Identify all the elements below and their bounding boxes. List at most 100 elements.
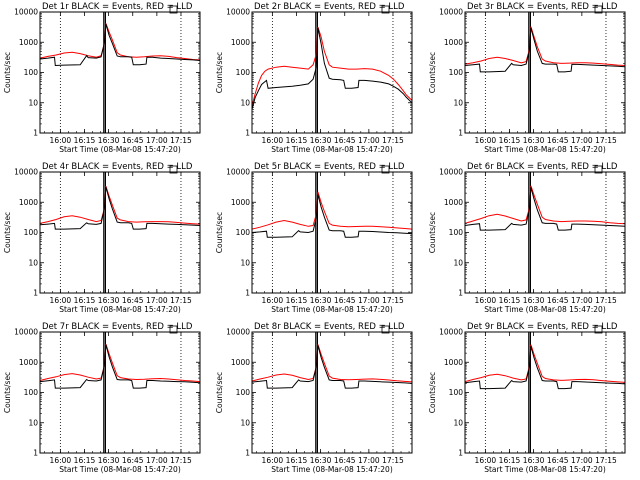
y-tick-label: 1: [458, 289, 463, 298]
x-tick-label: 16:45: [122, 296, 144, 305]
y-axis-label: Counts/sec: [428, 212, 437, 253]
y-tick-label: 10000: [14, 168, 38, 177]
x-tick-label: 16:15: [286, 136, 308, 145]
y-tick-label: 1000: [444, 198, 463, 207]
y-tick-label: 1000: [444, 358, 463, 367]
y-tick-label: 10000: [226, 328, 250, 337]
x-tick-label: 16:45: [122, 136, 144, 145]
y-tick-label: 10: [453, 418, 463, 427]
x-tick-label: 16:30: [523, 136, 545, 145]
detector-panel: Det 3r BLACK = Events, RED = LLD 1 10 100 10…: [428, 2, 626, 154]
y-tick-label: 100: [449, 68, 464, 77]
plot-frame: [464, 331, 626, 454]
x-tick-label: 16:00: [475, 456, 497, 465]
x-axis-label: Start Time (08-Mar-08 15:47:20): [59, 465, 181, 474]
x-axis-label: Start Time (08-Mar-08 15:47:20): [59, 305, 181, 314]
panel-title: Det 9r BLACK = Events, RED = LLD: [467, 322, 618, 332]
x-tick-label: 16:15: [499, 456, 521, 465]
x-tick-label: 16:45: [547, 296, 569, 305]
x-tick-label: 17:15: [382, 456, 404, 465]
panel-title: Det 3r BLACK = Events, RED = LLD: [467, 2, 618, 12]
legend-box-mark: [169, 325, 178, 334]
x-tick-label: 16:00: [475, 136, 497, 145]
y-axis-label: Counts/sec: [215, 212, 224, 253]
x-tick-label: 16:15: [74, 136, 96, 145]
detector-panel: Det 1r BLACK = Events, RED = LLD 1 10 100 10…: [3, 2, 201, 154]
y-tick-label: 1000: [231, 198, 250, 207]
y-tick-label: 100: [236, 388, 251, 397]
y-tick-label: 10000: [439, 328, 463, 337]
x-tick-label: 17:00: [571, 136, 593, 145]
x-tick-label: 16:00: [50, 456, 72, 465]
y-tick-label: 1000: [19, 198, 38, 207]
y-tick-label: 10: [28, 418, 38, 427]
y-tick-label: 10: [453, 98, 463, 107]
y-tick-label: 10: [28, 258, 38, 267]
x-tick-label: 16:00: [262, 296, 284, 305]
x-tick-label: 16:30: [310, 136, 332, 145]
panel-title: Det 2r BLACK = Events, RED = LLD: [254, 2, 405, 12]
y-tick-label: 10000: [226, 8, 250, 17]
lld-series-line: [39, 23, 201, 61]
y-tick-label: 1: [245, 289, 250, 298]
y-tick-label: 10000: [439, 8, 463, 17]
legend-box-mark: [169, 165, 178, 174]
y-axis-label: Counts/sec: [215, 52, 224, 93]
panel-title: Det 1r BLACK = Events, RED = LLD: [42, 2, 193, 12]
y-tick-label: 100: [449, 388, 464, 397]
y-tick-label: 1: [33, 449, 38, 458]
x-axis-label: Start Time (08-Mar-08 15:47:20): [484, 465, 606, 474]
panel-title: Det 7r BLACK = Events, RED = LLD: [42, 322, 193, 332]
events-series-line: [464, 346, 626, 390]
x-tick-label: 16:30: [310, 456, 332, 465]
legend-box-mark: [381, 5, 390, 14]
plot-frame: [464, 11, 626, 134]
y-tick-label: 1000: [444, 38, 463, 47]
y-tick-label: 100: [24, 388, 39, 397]
x-tick-label: 16:00: [50, 136, 72, 145]
x-axis-label: Start Time (08-Mar-08 15:47:20): [271, 145, 393, 154]
x-tick-label: 17:15: [595, 456, 617, 465]
x-tick-label: 17:00: [571, 456, 593, 465]
y-tick-label: 1000: [19, 358, 38, 367]
x-tick-label: 16:45: [334, 456, 356, 465]
detector-panel: Det 9r BLACK = Events, RED = LLD 1 10 100 10…: [428, 322, 626, 474]
events-series-line: [464, 187, 626, 231]
legend-box-mark: [169, 5, 178, 14]
x-tick-label: 16:30: [98, 456, 120, 465]
x-tick-label: 16:45: [334, 136, 356, 145]
x-axis-label: Start Time (08-Mar-08 15:47:20): [484, 145, 606, 154]
panel-title: Det 5r BLACK = Events, RED = LLD: [254, 162, 405, 172]
events-series-line: [251, 27, 413, 110]
y-tick-label: 100: [24, 228, 39, 237]
y-tick-label: 1: [33, 129, 38, 138]
plot-frame: [251, 11, 413, 134]
x-tick-label: 17:15: [382, 296, 404, 305]
y-tick-label: 100: [236, 228, 251, 237]
y-tick-label: 100: [24, 68, 39, 77]
lld-series-line: [39, 186, 201, 225]
y-axis-label: Counts/sec: [3, 372, 12, 413]
detector-panel: Det 5r BLACK = Events, RED = LLD 1 10 100 10…: [215, 162, 413, 314]
y-tick-label: 100: [236, 68, 251, 77]
events-series-line: [251, 194, 413, 238]
x-tick-label: 16:00: [262, 136, 284, 145]
x-tick-label: 16:45: [547, 136, 569, 145]
x-tick-label: 16:45: [334, 296, 356, 305]
y-tick-label: 10000: [14, 328, 38, 337]
y-tick-label: 1000: [19, 38, 38, 47]
y-tick-label: 10: [453, 258, 463, 267]
y-axis-label: Counts/sec: [428, 52, 437, 93]
x-tick-label: 16:15: [74, 296, 96, 305]
x-tick-label: 17:15: [170, 296, 192, 305]
x-tick-label: 17:15: [170, 136, 192, 145]
y-tick-label: 1: [33, 289, 38, 298]
lld-series-line: [464, 344, 626, 383]
x-tick-label: 17:00: [571, 296, 593, 305]
events-series-line: [251, 345, 413, 389]
y-axis-label: Counts/sec: [3, 52, 12, 93]
events-series-line: [39, 23, 201, 67]
x-tick-label: 17:00: [146, 136, 168, 145]
y-tick-label: 1000: [231, 358, 250, 367]
